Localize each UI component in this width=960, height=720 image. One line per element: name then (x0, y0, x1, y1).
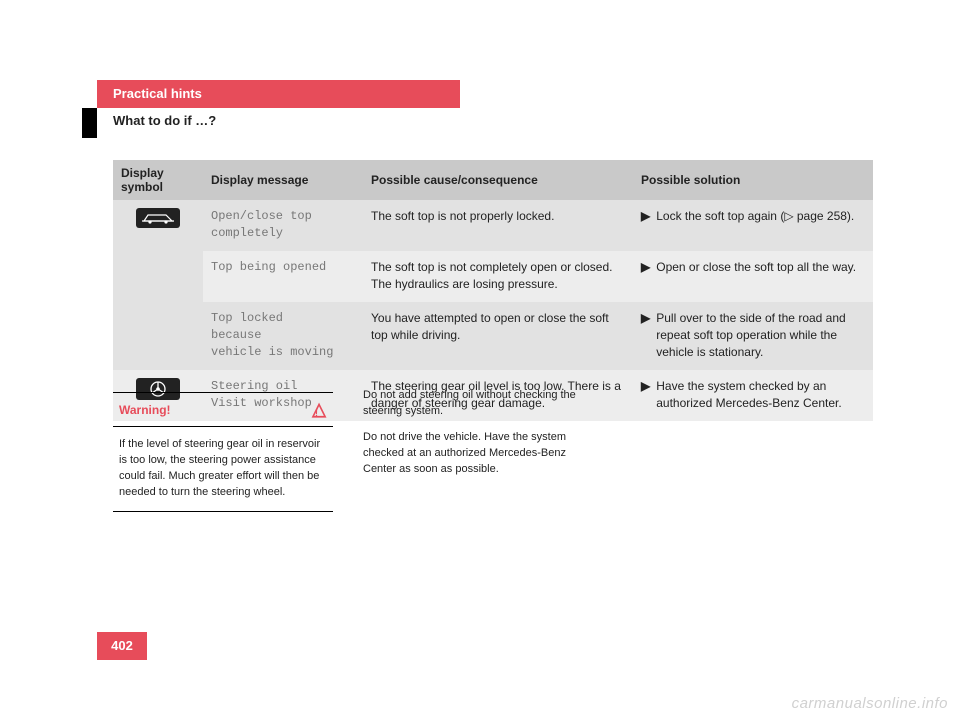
section-subtitle: What to do if …? (113, 113, 216, 128)
bullet-arrow-icon: ▶ (641, 378, 650, 413)
cell-solution: ▶ Open or close the soft top all the way… (633, 251, 873, 302)
bullet-arrow-icon: ▶ (641, 208, 650, 225)
cell-cause: The soft top is not completely open or c… (363, 251, 633, 302)
solution-text: Have the system checked by an authorized… (656, 378, 865, 413)
cell-cause: The soft top is not properly locked. (363, 200, 633, 251)
table-row: Open/close topcompletely The soft top is… (113, 200, 873, 251)
solution-text: Open or close the soft top all the way. (656, 259, 856, 276)
th-solution: Possible solution (633, 160, 873, 200)
note-box: Do not add steering oil without checking… (363, 388, 588, 488)
tab-marker (82, 108, 97, 138)
bullet-arrow-icon: ▶ (641, 259, 650, 276)
cell-solution: ▶ Have the system checked by an authoriz… (633, 370, 873, 421)
th-cause: Possible cause/consequence (363, 160, 633, 200)
chapter-header: Practical hints (97, 80, 460, 108)
th-symbol: Display symbol (113, 160, 203, 200)
cell-solution: ▶ Pull over to the side of the road and … (633, 302, 873, 370)
solution-text: Lock the soft top again (▷ page 258). (656, 208, 854, 225)
bullet-arrow-icon: ▶ (641, 310, 650, 362)
page-number: 402 (97, 632, 147, 660)
warning-title: Warning! (119, 403, 171, 417)
watermark: carmanualsonline.info (792, 695, 948, 712)
table-row: Top being opened The soft top is not com… (113, 251, 873, 302)
cell-message: Top being opened (203, 251, 363, 302)
cell-message: Top lockedbecausevehicle is moving (203, 302, 363, 370)
warning-body: If the level of steering gear oil in res… (113, 427, 333, 512)
note-paragraph: Do not drive the vehicle. Have the syste… (363, 430, 588, 478)
table-row: Top lockedbecausevehicle is moving You h… (113, 302, 873, 370)
solution-text: Pull over to the side of the road and re… (656, 310, 865, 362)
cell-message: Open/close topcompletely (203, 200, 363, 251)
warning-triangle-icon: △! (312, 399, 329, 420)
table-header-row: Display symbol Display message Possible … (113, 160, 873, 200)
car-icon (136, 208, 180, 228)
cell-solution: ▶ Lock the soft top again (▷ page 258). (633, 200, 873, 251)
cell-symbol (113, 200, 203, 370)
warning-box: Warning! △! If the level of steering gea… (113, 392, 333, 512)
cell-cause: You have attempted to open or close the … (363, 302, 633, 370)
warning-header: Warning! △! (113, 392, 333, 427)
troubleshooting-table: Display symbol Display message Possible … (113, 160, 873, 421)
note-paragraph: Do not add steering oil without checking… (363, 388, 588, 420)
th-message: Display message (203, 160, 363, 200)
